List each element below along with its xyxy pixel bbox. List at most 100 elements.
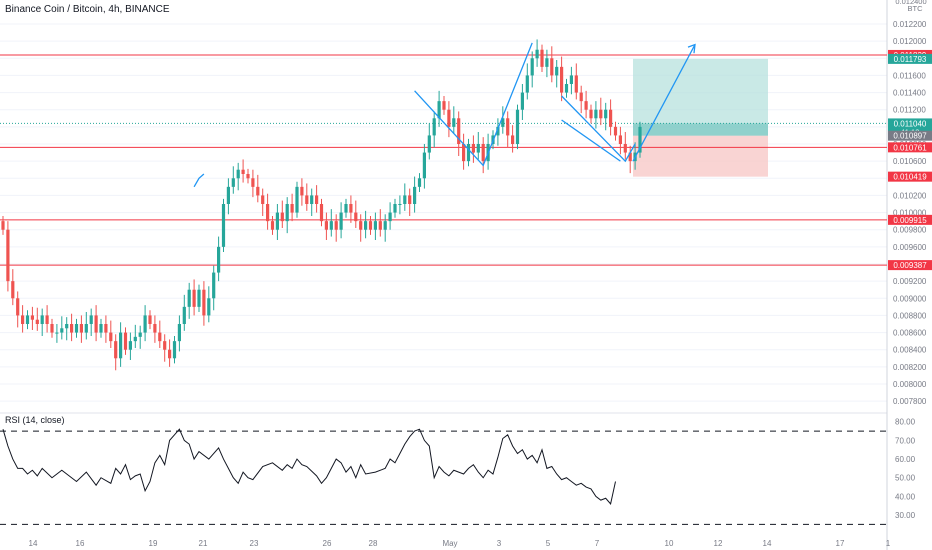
chart-title: Binance Coin / Bitcoin, 4h, BINANCE — [5, 4, 170, 15]
horizontal-levels — [0, 54, 887, 266]
projection-arrow-head — [687, 43, 696, 54]
candle-body — [530, 58, 534, 76]
candle-body — [422, 152, 426, 179]
rsi-panel — [0, 428, 887, 525]
candle-body — [89, 315, 93, 324]
time-tick-label: 26 — [323, 539, 332, 548]
candle-body — [334, 221, 338, 230]
time-tick-label: 5 — [546, 539, 551, 548]
wave-marker-1 — [193, 173, 205, 188]
candle-body — [50, 324, 54, 333]
price-tick-label: 0.008000 — [893, 380, 927, 389]
candle-body — [525, 75, 529, 93]
candle-body — [270, 221, 275, 230]
flag-pattern-2 — [561, 95, 636, 163]
candle-body — [319, 204, 324, 222]
candle-body — [119, 332, 123, 359]
candle-body — [373, 221, 377, 230]
price-tick-label: 0.011600 — [893, 71, 926, 80]
candle-body — [153, 324, 157, 333]
candle-body — [182, 306, 186, 324]
time-tick-label: May — [442, 539, 457, 548]
candle-body — [398, 204, 402, 205]
candle-body — [555, 66, 559, 76]
stop-zone — [633, 135, 768, 177]
time-tick-label: 28 — [369, 539, 378, 548]
candle-body — [579, 92, 583, 102]
price-tick-label: 0.008400 — [893, 346, 927, 355]
level-price-tag-text: 0.010761 — [893, 143, 927, 152]
time-axis[interactable]: 14 16 19 21 23 26 28 May 3 5 7 10 12 14 17 1 — [29, 539, 891, 548]
candle-body — [55, 332, 59, 334]
candle-body — [177, 324, 181, 342]
candle-body — [99, 324, 103, 333]
candle-body — [368, 221, 373, 230]
price-tick-label: 0.007800 — [893, 397, 927, 406]
candle-body — [16, 298, 20, 316]
candle-body — [241, 169, 245, 174]
price-labels: 0.0118390.0107610.0099150.0093870.011793… — [888, 49, 932, 271]
price-axis[interactable]: 0.012400BTC0.0122000.0120000.0118000.011… — [893, 0, 927, 520]
candle-body — [261, 195, 265, 204]
time-tick-label: 21 — [199, 539, 208, 548]
candle-body — [599, 109, 603, 119]
candle-body — [226, 186, 230, 204]
candle-body — [501, 118, 505, 127]
candle-body — [496, 126, 500, 136]
price-tick-label: 0.012000 — [893, 37, 927, 46]
rsi-tick-label: 40.00 — [895, 492, 916, 501]
candle-body — [359, 221, 363, 230]
candle-body — [256, 186, 260, 196]
candle-body — [163, 341, 167, 350]
candle-body — [285, 204, 289, 222]
candle-body — [609, 109, 613, 127]
candle-body — [74, 324, 79, 333]
candle-body — [413, 186, 417, 204]
rsi-tick-label: 50.00 — [895, 474, 916, 483]
candle-body — [266, 204, 270, 222]
level-price-tag — [888, 260, 932, 271]
candle-body — [315, 195, 319, 204]
candle-body — [378, 221, 382, 230]
candle-body — [584, 101, 588, 110]
rsi-tick-label: 80.00 — [895, 418, 916, 427]
candle-body — [45, 315, 49, 324]
candle-body — [388, 212, 392, 222]
candles — [1, 39, 642, 371]
candle-body — [349, 204, 353, 213]
candle-body — [447, 109, 451, 127]
candle-body — [339, 212, 343, 230]
candle-body — [25, 315, 30, 324]
candle-body — [403, 195, 407, 204]
rsi-title: RSI (14, close) — [5, 415, 65, 425]
candle-body — [574, 75, 578, 93]
candle-body — [109, 332, 113, 342]
candle-body — [462, 144, 466, 162]
candle-body — [594, 109, 598, 119]
candle-body — [628, 152, 632, 162]
candle-body — [427, 135, 431, 153]
candle-body — [172, 341, 177, 359]
candle-body — [618, 135, 622, 144]
time-tick-label: 10 — [665, 539, 674, 548]
candle-body — [280, 212, 284, 222]
price-tick-label: 0.009800 — [893, 226, 927, 235]
time-tick-label: 14 — [29, 539, 38, 548]
candle-body — [168, 349, 172, 359]
candle-body — [638, 126, 642, 153]
time-tick-label: 19 — [149, 539, 158, 548]
price-tick-label: 0.010200 — [893, 191, 927, 200]
candle-body — [300, 186, 304, 196]
candle-body — [408, 195, 412, 204]
candle-body — [520, 92, 524, 110]
candle-body — [1, 221, 5, 230]
candle-body — [324, 221, 328, 230]
candle-body — [192, 289, 196, 307]
candle-body — [187, 289, 191, 307]
candle-body — [11, 281, 15, 299]
target-price-tag-text: 0.011793 — [894, 55, 927, 64]
price-tick-label: 0.011200 — [893, 106, 926, 115]
entry-price-tag — [888, 130, 932, 141]
level-price-tag — [888, 142, 932, 153]
